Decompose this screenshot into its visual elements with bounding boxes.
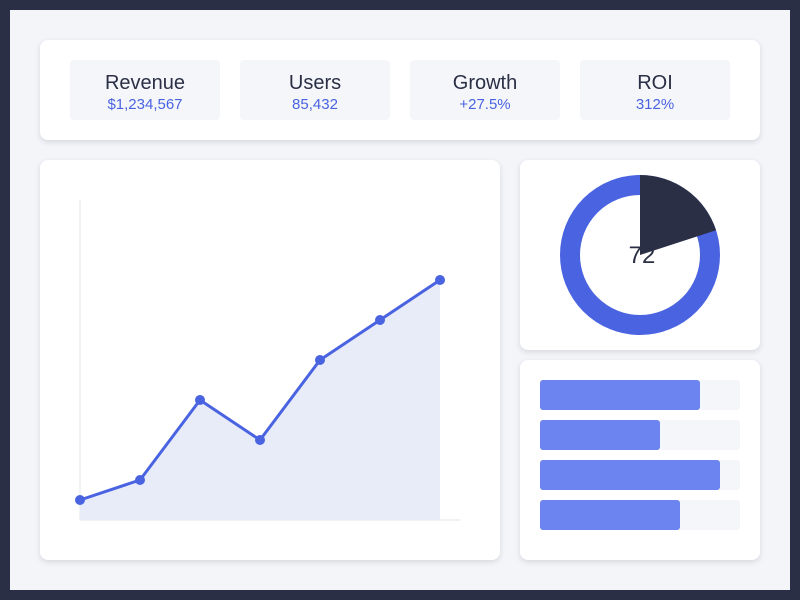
kpi-roi-label: ROI	[637, 72, 673, 94]
line-chart-card	[40, 160, 500, 560]
kpi-growth-value: +27.5%	[459, 96, 511, 113]
donut-segment	[640, 175, 717, 255]
data-point	[135, 475, 145, 485]
donut-chart-card: 72	[520, 160, 760, 350]
data-point	[195, 395, 205, 405]
kpi-revenue: Revenue $1,234,567	[70, 60, 220, 120]
kpi-roi: ROI 312%	[580, 60, 730, 120]
kpi-revenue-value: $1,234,567	[107, 96, 183, 113]
kpi-growth-label: Growth	[452, 72, 518, 94]
data-point	[255, 435, 265, 445]
bar	[540, 500, 680, 530]
data-point	[375, 315, 385, 325]
bar	[540, 380, 700, 410]
data-point	[315, 355, 325, 365]
kpi-users-label: Users	[288, 72, 342, 94]
kpi-users: Users 85,432	[240, 60, 390, 120]
dashboard-frame: Revenue $1,234,567 Users 85,432 Growth +…	[10, 10, 790, 590]
kpi-panel: Revenue $1,234,567 Users 85,432 Growth +…	[40, 40, 760, 140]
data-point	[435, 275, 445, 285]
bar	[540, 460, 720, 490]
bar-chart-card	[520, 360, 760, 560]
line-chart	[75, 200, 460, 521]
bar	[540, 420, 660, 450]
kpi-users-value: 85,432	[292, 96, 338, 113]
bar-chart	[540, 380, 740, 530]
kpi-roi-value: 312%	[635, 96, 675, 113]
kpi-revenue-label: Revenue	[104, 72, 186, 94]
donut-chart: 72	[560, 175, 720, 335]
kpi-growth: Growth +27.5%	[410, 60, 560, 120]
data-point	[75, 495, 85, 505]
